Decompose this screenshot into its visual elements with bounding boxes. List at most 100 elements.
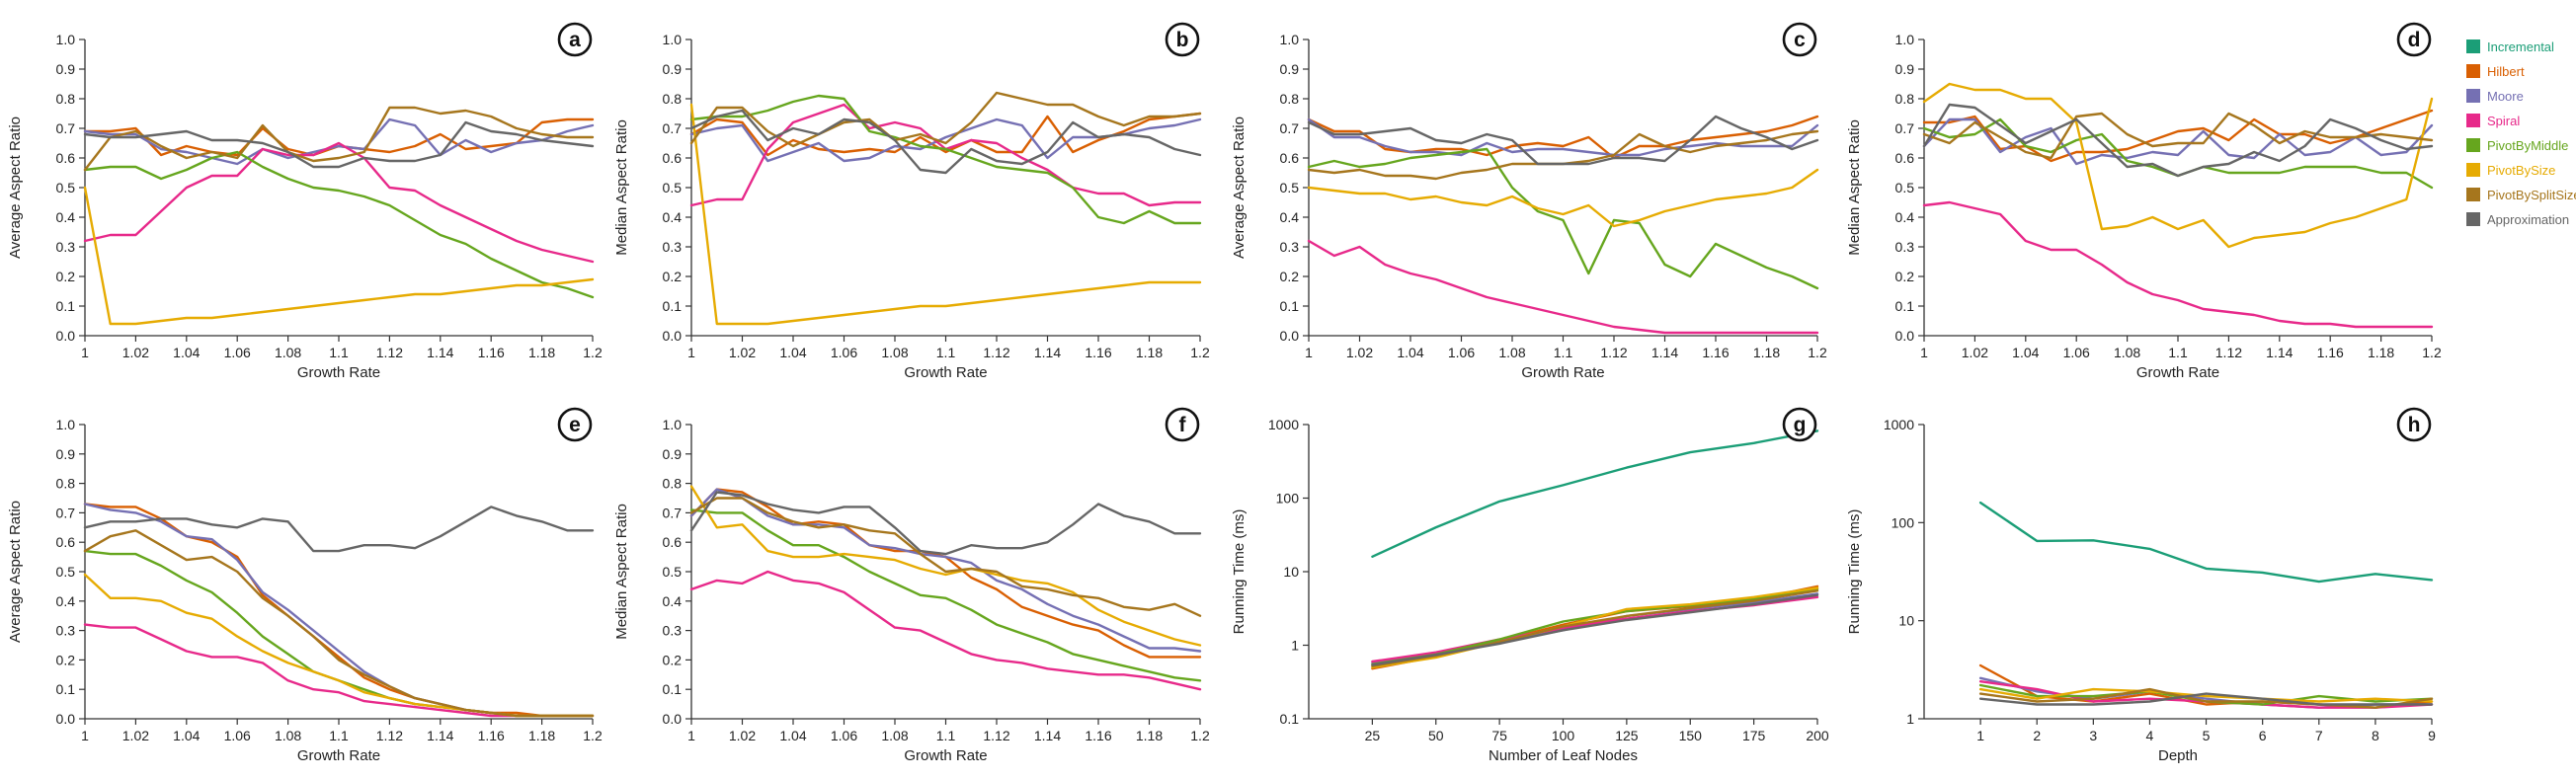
x-tick-label: 1.14 [2266,345,2293,360]
legend-swatch [2466,39,2480,53]
x-tick-label: 6 [2259,728,2267,743]
x-tick-label: 1.14 [427,345,453,360]
x-tick-label: 1.04 [173,345,200,360]
y-tick-label: 0.2 [663,269,683,284]
y-tick-label: 0.0 [663,711,683,727]
x-tick-label: 1.2 [583,728,603,743]
y-tick-label: 0.0 [56,711,76,727]
x-tick-label: 1.16 [1702,345,1729,360]
panel-badge [1782,22,1817,57]
y-tick-label: 0.6 [56,150,76,166]
x-tick-label: 1.1 [329,345,349,360]
x-tick-label: 1.12 [983,728,1009,743]
y-tick-label: 0.1 [663,298,683,314]
panel-d: 0.0 0.1 0.2 0.3 0.4 0.5 0.6 0.7 0.8 0.9 1.0 1 1.02 1.… [1846,22,2442,381]
x-tick-label: 1 [1920,345,1928,360]
y-tick-label: 100 [1892,514,1915,530]
y-tick-label: 1 [1906,711,1914,727]
y-tick-label: 0.3 [56,623,76,639]
panel-b: 0.0 0.1 0.2 0.3 0.4 0.5 0.6 0.7 0.8 0.9 1.0 1 1.02 1.… [613,22,1210,381]
y-tick-label: 1 [1291,638,1299,654]
panel-badge-label: e [569,414,581,436]
series-line-pivotbysize [1307,168,1819,228]
legend-swatch [2466,163,2480,177]
x-tick-label: 1.1 [936,345,956,360]
y-tick-label: 0.3 [56,239,76,255]
series-line-pivotbysplitsize [83,106,595,172]
x-tick-label: 1.06 [2063,345,2090,360]
series-line-approximation [689,109,1202,175]
panel-g: 0.1 1 10 100 1000 25 50 75 100 125 150 175 200 Number… [1231,407,1829,764]
series-line-approximation [1922,103,2434,178]
panel-badge [557,407,593,442]
legend-swatch [2466,188,2480,201]
series-line-approximation [1307,115,1819,166]
panel-badge-label: a [569,29,581,51]
x-tick-label: 1.2 [1808,345,1827,360]
series-line-spiral [1371,595,1819,663]
x-axis-title: Growth Rate [297,747,380,764]
x-tick-label: 1.06 [831,728,857,743]
y-tick-label: 0.3 [1280,239,1300,255]
legend-label: Approximation [2487,212,2569,227]
panel-badge-label: b [1176,29,1189,51]
series-line-incremental [1978,501,2434,584]
x-axis-title: Growth Rate [1521,364,1604,381]
x-tick-label: 8 [2372,728,2379,743]
series-line-approximation [83,120,595,169]
y-tick-label: 0.9 [663,61,683,77]
y-tick-label: 0.8 [663,91,683,107]
y-tick-label: 0.9 [56,446,76,462]
x-axis-title: Growth Rate [297,364,380,381]
x-tick-label: 1.12 [376,345,403,360]
x-tick-label: 125 [1615,728,1639,743]
panel-e: 0.0 0.1 0.2 0.3 0.4 0.5 0.6 0.7 0.8 0.9 1.0 1 1.02 1.… [7,407,603,764]
x-tick-label: 1.08 [2114,345,2140,360]
y-tick-label: 0.7 [663,505,683,520]
x-tick-label: 75 [1491,728,1507,743]
legend: Incremental Hilbert Moore Spiral PivotByMidd… [2466,39,2576,227]
x-tick-label: 1.02 [729,345,756,360]
x-tick-label: 100 [1552,728,1575,743]
x-tick-label: 1.1 [1554,345,1573,360]
x-tick-label: 1.02 [122,345,149,360]
y-tick-label: 0.7 [56,505,76,520]
series-line-spiral [689,570,1202,691]
y-tick-label: 0.7 [663,120,683,136]
y-tick-label: 1.0 [1895,32,1915,47]
series-line-moore [83,503,595,718]
y-tick-label: 0.5 [663,180,683,195]
x-tick-label: 1.08 [881,345,908,360]
y-tick-label: 10 [1283,564,1299,580]
y-tick-label: 0.6 [663,534,683,550]
panel-a: 0.0 0.1 0.2 0.3 0.4 0.5 0.6 0.7 0.8 0.9 1.0 1 1.02 1.… [7,22,603,381]
legend-swatch [2466,212,2480,226]
legend-item-incremental: Incremental [2466,39,2554,54]
y-tick-label: 0.5 [1895,180,1915,195]
legend-label: Hilbert [2487,64,2525,79]
x-tick-label: 1.06 [1448,345,1475,360]
x-tick-label: 1.18 [528,345,555,360]
y-tick-label: 0.2 [1280,269,1300,284]
series-line-pivotbymiddle [689,508,1202,682]
panel-badge [2396,22,2432,57]
legend-item-pivotbymiddle: PivotByMiddle [2466,138,2568,153]
y-tick-label: 0.3 [663,239,683,255]
x-tick-label: 1.2 [1190,728,1210,743]
x-tick-label: 1 [81,728,89,743]
y-tick-label: 0.1 [56,298,76,314]
x-tick-label: 1.02 [1346,345,1373,360]
y-tick-label: 0.1 [663,681,683,697]
y-tick-label: 0.9 [1895,61,1915,77]
series-line-approximation [689,491,1202,556]
series-line-pivotbysize [689,485,1202,647]
legend-label: PivotByMiddle [2487,138,2568,153]
panel-badge-label: g [1794,414,1807,436]
y-tick-label: 0.7 [56,120,76,136]
x-tick-label: 5 [2203,728,2211,743]
y-tick-label: 1.0 [663,32,683,47]
y-tick-label: 10 [1898,613,1914,629]
x-tick-label: 1.2 [1190,345,1210,360]
panel-badge [2396,407,2432,442]
y-tick-label: 0.4 [1280,209,1300,225]
